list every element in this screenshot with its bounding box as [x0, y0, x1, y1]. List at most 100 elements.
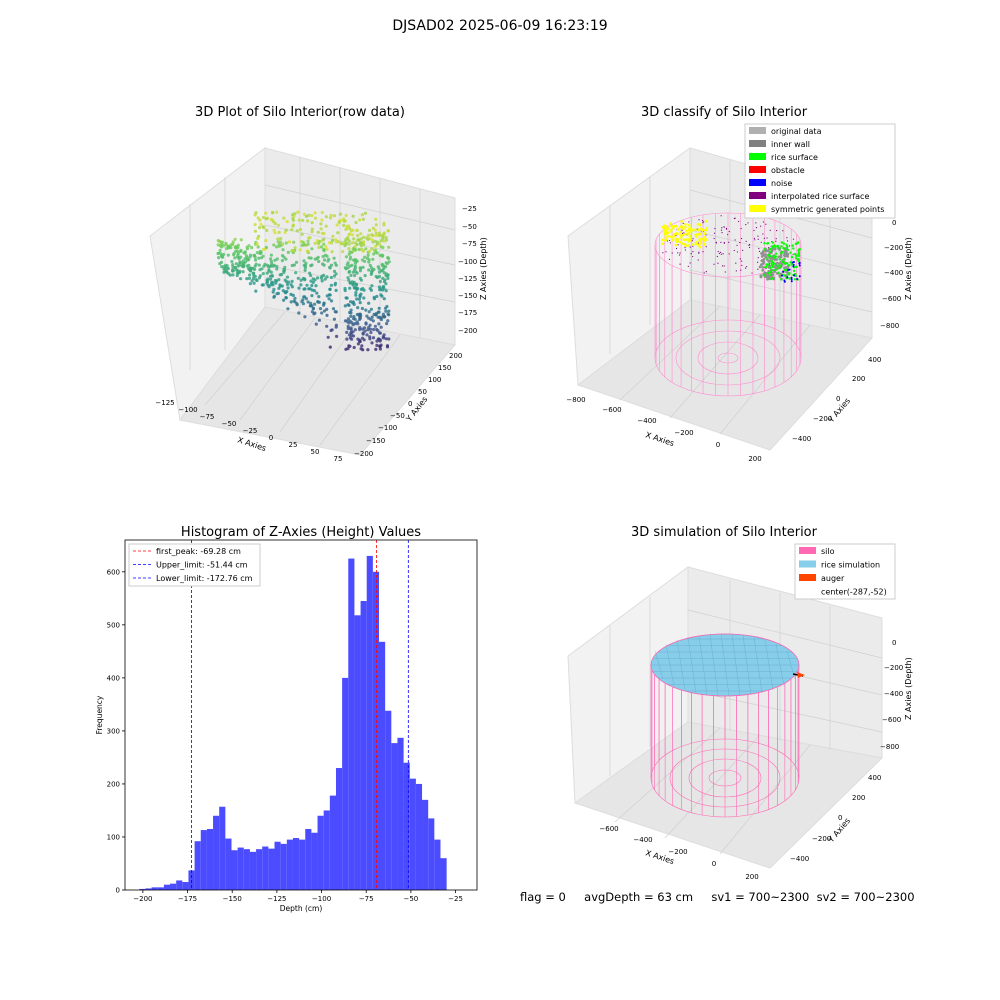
legend-swatch: [749, 153, 766, 160]
floor-pane: [179, 306, 456, 456]
tick-label: −50: [390, 412, 405, 420]
wall-point: [779, 255, 783, 259]
symmetric-point: [664, 228, 668, 231]
wall-point: [777, 261, 781, 265]
classified-points: [661, 215, 802, 283]
scatter-point: [246, 258, 250, 262]
interpolated-point: [720, 253, 722, 255]
symmetric-point: [674, 243, 678, 247]
scatter-point: [358, 218, 362, 222]
scatter-point: [275, 267, 279, 271]
scatter-point: [333, 261, 337, 265]
figure-title: DJSAD02 2025-06-09 16:23:19: [392, 18, 608, 34]
symmetric-point: [663, 229, 666, 233]
rice-point: [780, 241, 784, 244]
symmetric-point: [664, 236, 668, 239]
interpolated-point: [702, 222, 704, 224]
histogram-bar: [243, 849, 250, 890]
scatter-point: [380, 268, 384, 272]
scatter-point: [355, 282, 359, 287]
interpolated-point: [775, 240, 777, 242]
interpolated-point: [755, 222, 757, 224]
scatter-point: [291, 293, 295, 297]
scatter-point: [351, 282, 355, 286]
rice-point: [771, 265, 775, 269]
scatter-point: [281, 248, 285, 252]
symmetric-point: [699, 227, 703, 230]
scatter-point: [281, 242, 285, 246]
scatter-point: [302, 212, 306, 216]
scatter-point: [346, 235, 350, 240]
scatter-point: [352, 286, 356, 290]
interpolated-point: [741, 264, 743, 267]
scatter-point: [279, 237, 283, 241]
scatter-point: [382, 239, 386, 243]
scatter-point: [272, 228, 276, 232]
scatter-point: [300, 243, 304, 247]
x-axis-ticks: −800 −600 −400 −200 0 200: [566, 396, 761, 463]
tick-label: −800: [566, 396, 585, 404]
interpolated-point: [758, 247, 760, 250]
scatter-point: [310, 263, 314, 267]
scatter-point: [278, 284, 282, 288]
noise-point: [798, 261, 801, 264]
y-tick-label: 300: [107, 727, 120, 735]
scatter-point: [257, 263, 261, 267]
scatter-point: [276, 240, 280, 244]
interpolated-point: [692, 238, 694, 240]
scatter-point: [326, 335, 330, 339]
scatter-point: [387, 313, 391, 317]
scatter-point: [376, 315, 380, 319]
scatter-point: [375, 294, 379, 299]
scatter-point: [349, 229, 353, 233]
scatter-point: [248, 273, 252, 277]
scatter-point: [353, 328, 357, 332]
scatter-point: [380, 262, 384, 266]
scatter-point: [222, 267, 226, 271]
rice-point: [766, 257, 769, 260]
scatter-point: [386, 276, 390, 280]
scatter-point: [276, 223, 280, 227]
scatter-point: [276, 291, 280, 295]
interpolated-point: [776, 261, 778, 263]
legend: original data inner wall rice surface obsta…: [744, 123, 896, 219]
scatter-point: [356, 342, 360, 346]
scatter-point: [219, 240, 223, 244]
scatter-point: [332, 317, 336, 321]
scatter-point: [313, 311, 317, 315]
scatter-point: [282, 255, 286, 259]
scatter-point: [320, 210, 324, 215]
scatter-point: [315, 257, 319, 261]
symmetric-point: [680, 225, 684, 229]
scatter-point: [347, 278, 351, 282]
scatter-point: [370, 341, 374, 345]
interpolated-point: [668, 239, 671, 242]
wall-point: [760, 252, 763, 255]
histogram-bar: [360, 600, 367, 890]
gridlines: [189, 157, 456, 446]
interpolated-point: [690, 253, 692, 255]
rice-point: [783, 274, 786, 277]
x-tick-label: −125: [267, 895, 286, 903]
rice-point: [788, 277, 791, 280]
scatter-point: [362, 296, 366, 300]
legend-label: center(-287,-52): [821, 588, 887, 597]
interpolated-point: [745, 266, 748, 268]
wall-point: [770, 249, 774, 253]
rice-point: [779, 278, 783, 281]
histogram-bar: [372, 571, 380, 890]
scatter-point: [376, 337, 380, 341]
scatter-point: [325, 294, 329, 298]
interpolated-point: [734, 217, 736, 219]
interpolated-point: [762, 221, 764, 223]
scatter-point: [379, 287, 383, 291]
scatter-point: [222, 265, 226, 269]
scatter-point: [381, 315, 385, 319]
symmetric-point: [698, 245, 702, 249]
interpolated-point: [713, 232, 716, 234]
interpolated-point: [728, 253, 730, 255]
symmetric-point: [666, 234, 670, 238]
scatter-point: [353, 273, 357, 278]
scatter-point: [369, 307, 373, 311]
scatter-point: [290, 228, 294, 232]
